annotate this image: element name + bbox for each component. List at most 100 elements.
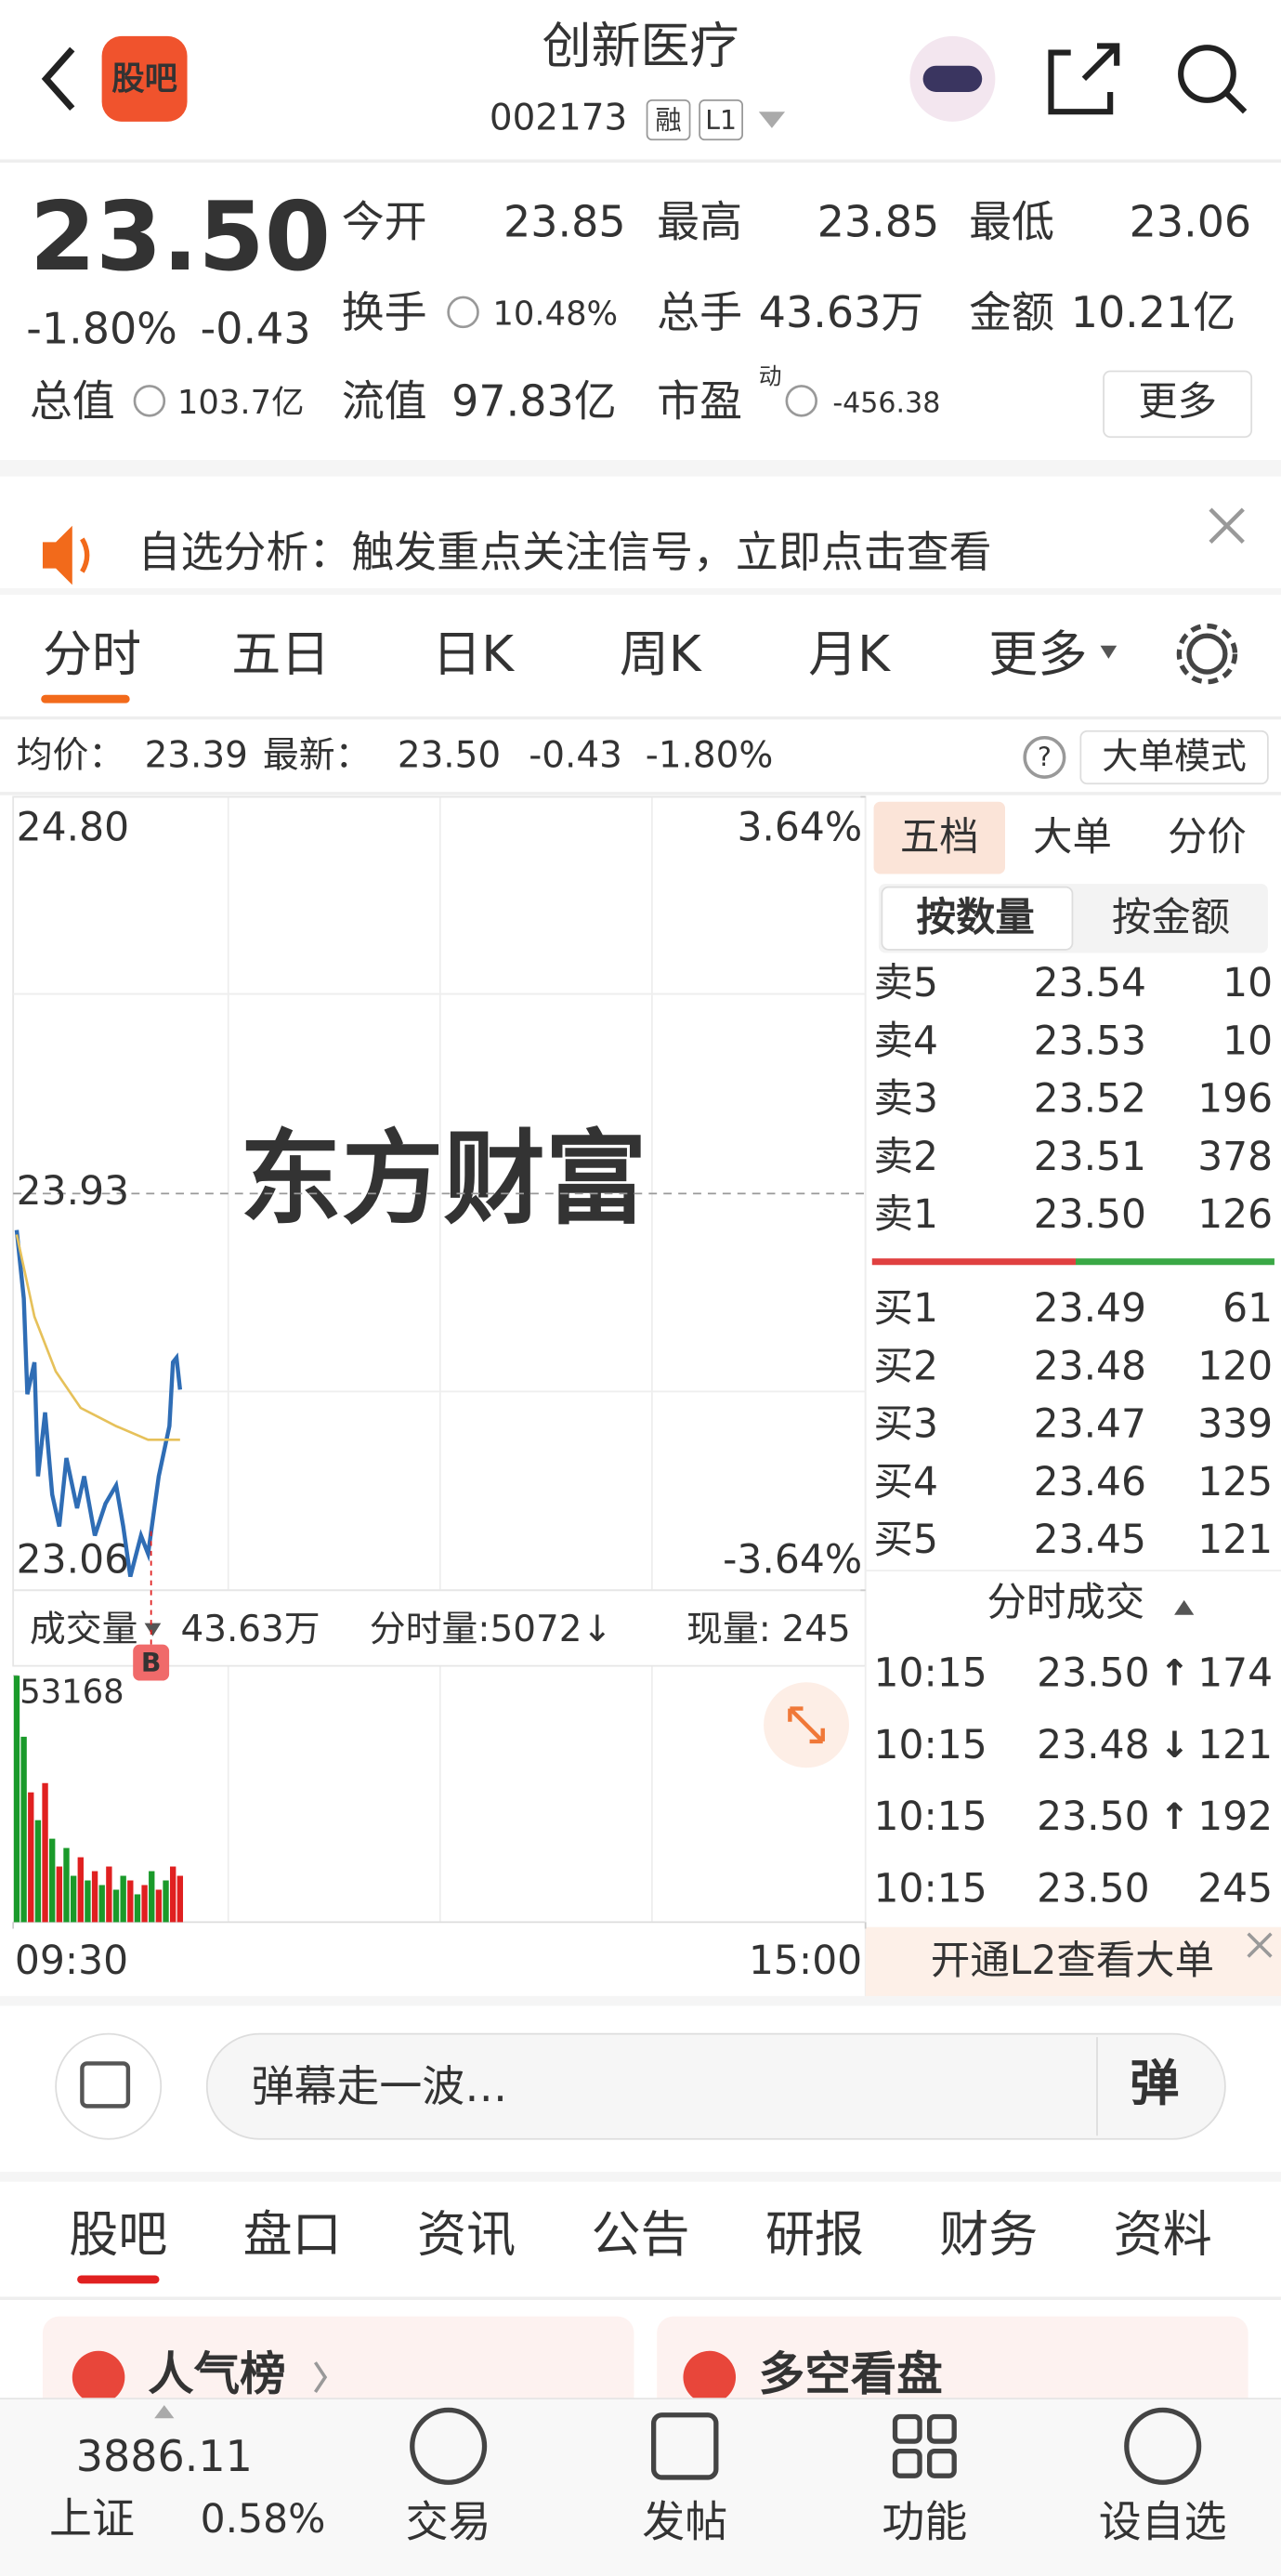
volume-title[interactable]: 成交量: [30, 1609, 138, 1650]
index-value[interactable]: 3886.11: [76, 2431, 253, 2481]
danmaku-button[interactable]: 弹: [1130, 2055, 1179, 2112]
y-tick-label: 24.80: [17, 805, 129, 850]
trade-icon[interactable]: [410, 2407, 488, 2485]
book-volume: 339: [1197, 1402, 1273, 1448]
book-volume: 10: [1222, 961, 1273, 1006]
close-banner[interactable]: [1247, 1932, 1273, 1958]
info-icon[interactable]: [785, 385, 817, 417]
section-tab[interactable]: 资讯: [417, 2205, 516, 2263]
change: -0.43: [201, 304, 311, 354]
info-icon[interactable]: [447, 296, 479, 329]
settings-icon[interactable]: [1186, 633, 1228, 675]
book-tab[interactable]: 分价: [1168, 815, 1247, 861]
share-icon[interactable]: [1048, 43, 1120, 115]
logo-badge[interactable]: [101, 35, 188, 122]
volume-bar: [77, 1857, 84, 1923]
trade-time: 10:15: [874, 1866, 987, 1912]
mode-button-label[interactable]: 大单模式: [1102, 736, 1247, 778]
chart-tab[interactable]: 五日: [231, 625, 330, 683]
book-label: 卖3: [874, 1077, 938, 1123]
function-icon[interactable]: [892, 2413, 957, 2478]
section-tab[interactable]: 研报: [765, 2205, 864, 2263]
dropdown-arrow[interactable]: [758, 112, 786, 128]
chart-tab[interactable]: 周K: [620, 625, 702, 683]
ask-bar: [871, 1258, 1077, 1266]
volume-bar: [49, 1838, 56, 1923]
mode-button[interactable]: [1079, 729, 1269, 785]
change-pct: -1.80%: [26, 304, 177, 354]
watchlist-icon[interactable]: [1124, 2407, 1202, 2485]
book-price: 23.52: [1034, 1077, 1146, 1123]
robot-visor: [922, 65, 983, 92]
index-change[interactable]: 0.58%: [201, 2497, 326, 2543]
section-tab[interactable]: 资料: [1114, 2205, 1212, 2263]
info-icon[interactable]: [133, 385, 166, 417]
trades-title[interactable]: 分时成交: [987, 1581, 1145, 1626]
book-tab[interactable]: 五档: [900, 815, 979, 861]
book-mode[interactable]: 按金额: [1112, 896, 1230, 941]
tag-box: [646, 99, 691, 141]
book-price: 23.49: [1034, 1286, 1146, 1332]
book-mode[interactable]: 按数量: [917, 896, 1035, 941]
chart-tab[interactable]: 更多: [988, 625, 1087, 683]
field-value: 23.06: [1130, 197, 1252, 247]
trade-time: 10:15: [874, 1794, 987, 1840]
dropdown-arrow[interactable]: [144, 1623, 162, 1636]
chart-tab[interactable]: 分时: [43, 625, 141, 683]
book-price: 23.50: [1034, 1192, 1146, 1238]
marker-label: B: [141, 1648, 162, 1678]
chart-tab[interactable]: 日K: [432, 625, 515, 683]
dropdown-arrow[interactable]: [1100, 645, 1118, 659]
nav-label[interactable]: 发帖: [642, 2497, 727, 2547]
close-notice[interactable]: [1209, 507, 1245, 544]
book-tab[interactable]: 大单: [1033, 815, 1112, 861]
volume-bar: [42, 1782, 48, 1923]
nav-label[interactable]: 功能: [882, 2497, 967, 2547]
nav-label[interactable]: 设自选: [1099, 2497, 1227, 2547]
chevron: [313, 2361, 328, 2393]
book-label: 买3: [874, 1402, 938, 1448]
notice-text[interactable]: 自选分析：触发重点关注信号，立即点击查看: [138, 527, 992, 577]
card-title[interactable]: 多空看盘: [759, 2347, 943, 2401]
book-volume: 10: [1222, 1019, 1273, 1064]
index-name[interactable]: 上证: [49, 2493, 135, 2543]
logo-text[interactable]: 股吧: [111, 60, 177, 99]
trade-price: 23.50: [1037, 1651, 1149, 1697]
volume-bar: [56, 1866, 63, 1923]
section-tab[interactable]: 财务: [939, 2205, 1038, 2263]
back-button[interactable]: [41, 46, 75, 112]
more-button[interactable]: [1103, 370, 1253, 439]
card[interactable]: [42, 2316, 634, 2415]
card-icon: [683, 2350, 737, 2404]
l2-banner-bg[interactable]: [865, 1926, 1281, 1996]
comment-placeholder[interactable]: 弹幕走一波…: [251, 2061, 507, 2111]
section-tab[interactable]: 公告: [591, 2205, 689, 2263]
tag: L1: [705, 105, 737, 136]
volume-bar: [34, 1820, 42, 1923]
book-price: 23.54: [1034, 961, 1146, 1006]
nav-label[interactable]: 交易: [406, 2497, 491, 2547]
chart-tab[interactable]: 月K: [808, 625, 891, 683]
l2-banner-text[interactable]: 开通L2查看大单: [931, 1939, 1214, 1984]
volume-bar: [20, 1736, 27, 1923]
card-title[interactable]: 人气榜: [148, 2347, 286, 2401]
search-icon[interactable]: [1178, 45, 1236, 103]
field-value: 10.21亿: [1071, 287, 1236, 337]
mode-switch-active[interactable]: [881, 886, 1074, 951]
tag: 融: [655, 105, 681, 136]
post-icon[interactable]: [650, 2412, 719, 2480]
comment-icon-button[interactable]: [55, 2032, 163, 2140]
field-label: 总值: [30, 375, 115, 426]
y2-tick-label: -3.64%: [723, 1538, 862, 1584]
sort-arrow[interactable]: [1174, 1599, 1195, 1615]
card[interactable]: [657, 2316, 1248, 2415]
help-icon[interactable]: [1023, 735, 1066, 779]
volume-bar: [112, 1889, 120, 1923]
comment-input[interactable]: [205, 2032, 1226, 2140]
section-tab[interactable]: 盘口: [243, 2205, 342, 2263]
section-tab[interactable]: 股吧: [69, 2205, 167, 2263]
tag-box: [699, 99, 743, 141]
trade-volume: 245: [1197, 1866, 1273, 1912]
divider: [0, 1995, 1281, 2006]
more-button-label[interactable]: 更多: [1138, 379, 1217, 425]
